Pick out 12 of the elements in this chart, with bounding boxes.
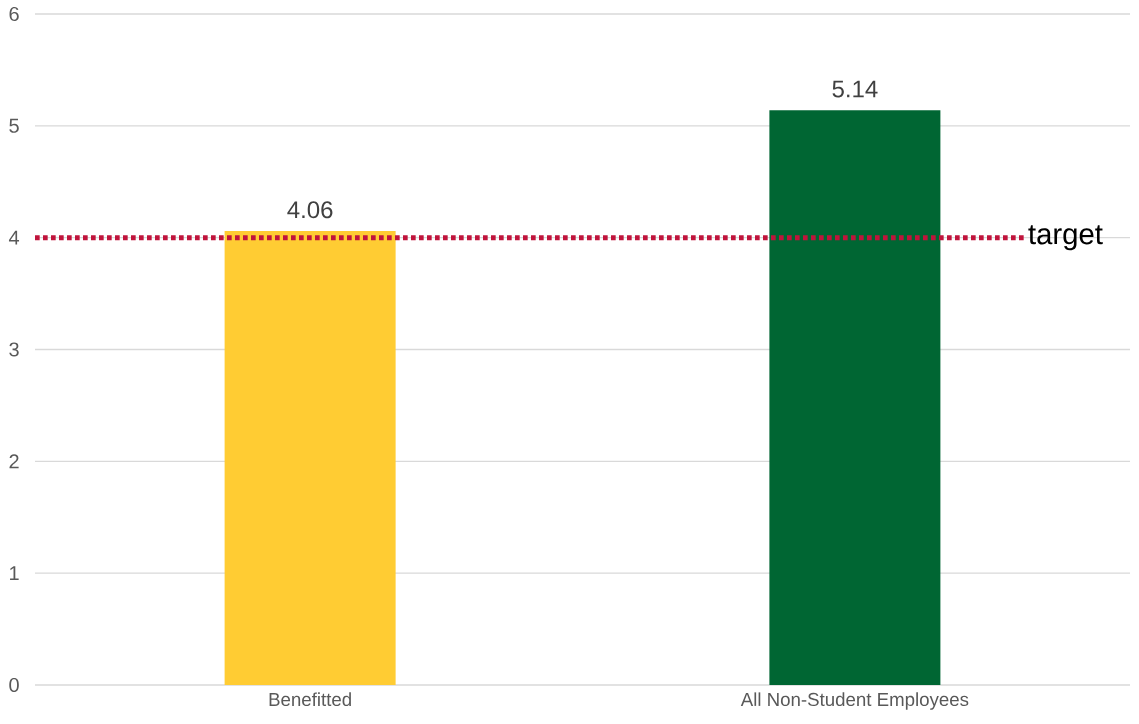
y-tick-label: 5	[9, 118, 19, 133]
x-tick-label: All Non-Student Employees	[740, 692, 969, 710]
data-label: 5.14	[832, 80, 878, 98]
y-tick-label: 0	[9, 677, 19, 693]
data-label: 4.06	[287, 201, 333, 219]
x-tick-label: Benefitted	[269, 692, 351, 707]
y-tick-label: 3	[9, 342, 19, 357]
y-tick-label: 4	[8, 230, 20, 245]
y-tick-label: 6	[9, 6, 19, 22]
ref-line-label: target	[1028, 225, 1103, 251]
y-tick-label: 2	[9, 454, 19, 469]
y-tick-label: 1	[10, 566, 19, 581]
